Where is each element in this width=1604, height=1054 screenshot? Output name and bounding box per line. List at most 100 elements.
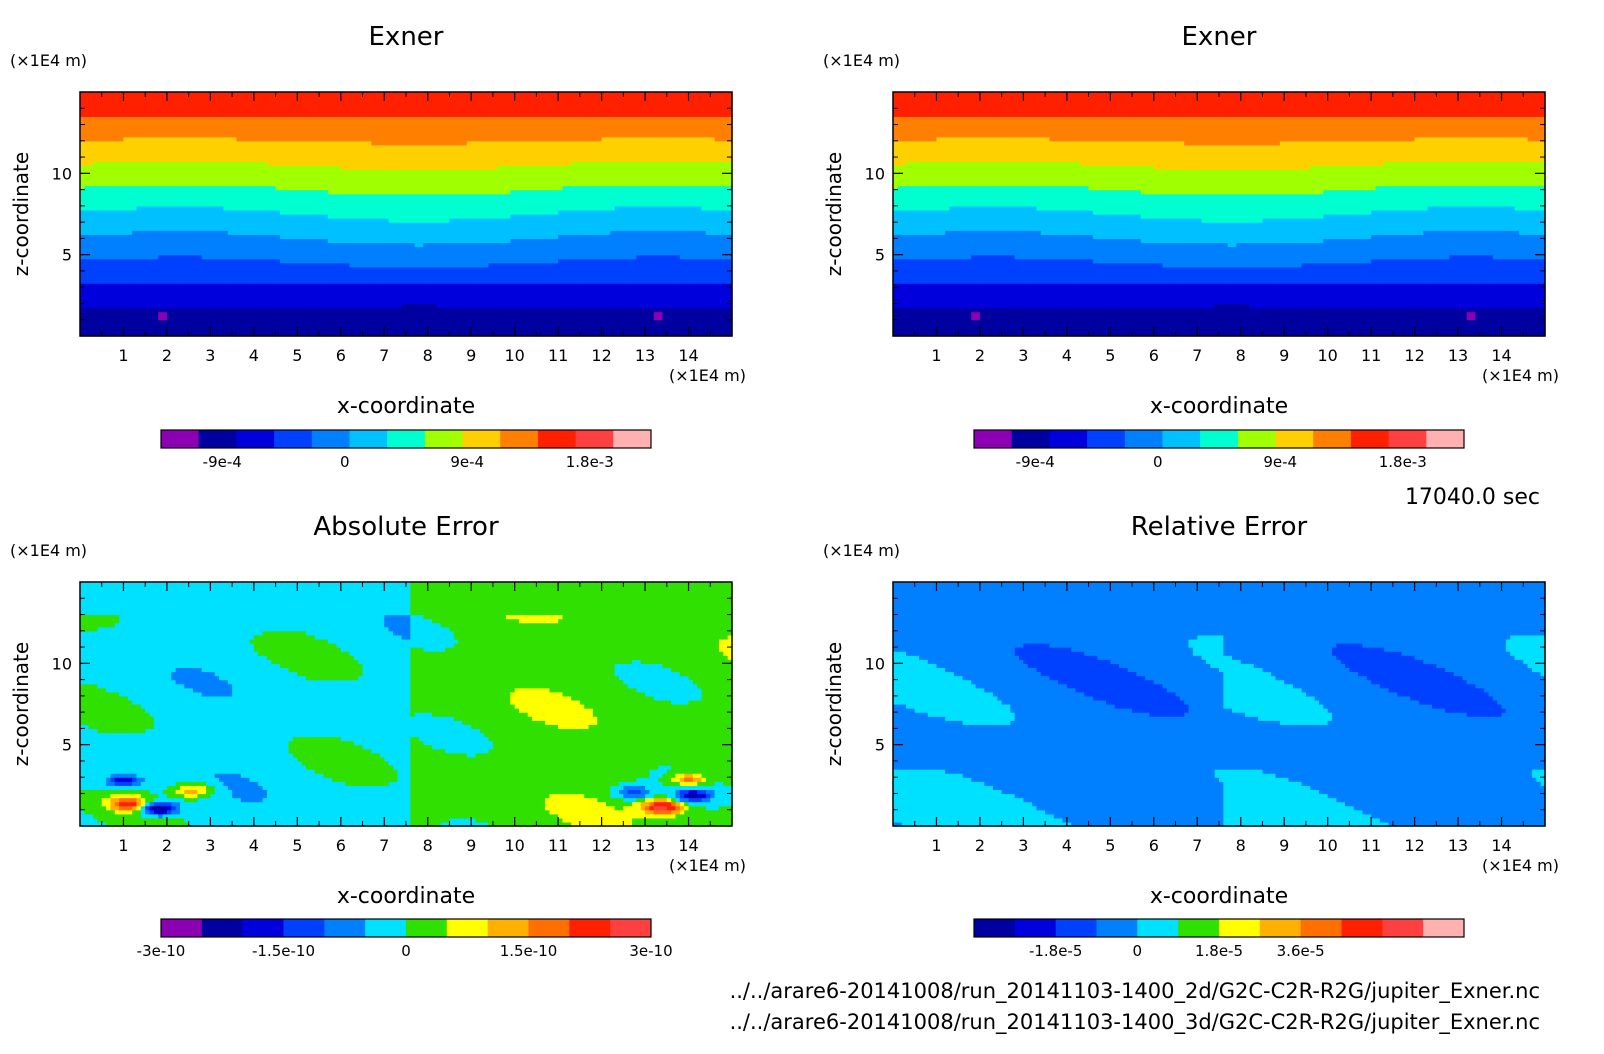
colorbar-segment [575,430,614,448]
x-tick-label: 9 [1279,346,1289,365]
x-tick-label: 1 [118,836,128,855]
x-tick-label: 3 [1018,346,1028,365]
x-tick-label: 8 [423,836,433,855]
colorbar-segment [1011,430,1050,448]
x-tick-label: 8 [1236,346,1246,365]
x-tick-label: 13 [1448,836,1468,855]
colorbar-segment [613,430,652,448]
colorbar-segment [537,430,577,448]
chart-title: Exner [1182,22,1257,52]
x-axis-label: x-coordinate [337,884,475,909]
x-tick-label: 8 [423,346,433,365]
colorbar-tick-label: 1.8e-5 [1195,942,1243,960]
y-axis-unit: (×1E4 m) [10,541,87,560]
colorbar-tick-label: -9e-4 [1016,453,1055,471]
colorbar-segment [1087,430,1126,448]
colorbar-segment [324,919,366,937]
y-axis-label: z-coordinate [9,642,33,766]
colorbar-frame [973,429,1465,449]
colorbar-segment [1219,919,1261,937]
x-tick-label: 10 [1317,836,1337,855]
x-tick-label: 2 [975,836,985,855]
colorbar-segment [1014,919,1057,937]
colorbar-segment [610,919,652,937]
colorbar-segment [500,430,539,448]
x-tick-label: 10 [504,836,524,855]
colorbar-segment [1259,919,1302,937]
x-tick-label: 6 [1149,836,1159,855]
contour-field-1 [80,92,733,337]
contour-field-3 [80,582,733,827]
x-tick-label: 4 [249,836,259,855]
x-tick-label: 13 [635,346,655,365]
colorbar-tick-label: -1.8e-5 [1029,942,1082,960]
x-tick-label: 8 [1236,836,1246,855]
colorbar-frame [973,918,1465,938]
colorbar-segment [1049,430,1088,448]
x-tick-label: 12 [1404,346,1424,365]
file-path-1: ../../arare6-20141008/run_20141103-1400_… [730,979,1540,1004]
x-tick-label: 13 [1448,346,1468,365]
colorbar-tick-label: 0 [401,942,411,960]
colorbar-segment [1137,919,1179,937]
x-tick-label: 13 [635,836,655,855]
colorbar-segment [569,919,611,937]
colorbar-segment [1200,430,1239,448]
x-tick-label: 10 [1317,346,1337,365]
colorbar-segment [487,919,529,937]
colorbar-segment [161,430,200,448]
y-axis-unit: (×1E4 m) [823,541,900,560]
colorbar-segment [1178,919,1220,937]
y-tick-label: 5 [875,246,885,265]
y-tick-label: 10 [865,164,885,183]
y-axis-unit: (×1E4 m) [823,51,900,70]
x-tick-label: 11 [1361,836,1381,855]
colorbar-segment [201,919,244,937]
x-tick-label: 5 [292,346,302,365]
colorbar-tick-label: 9e-4 [1263,453,1297,471]
colorbar-segment [236,430,275,448]
x-tick-label: 1 [931,836,941,855]
colorbar: -9e-4 0 9e-4 1.8e-3 [160,429,652,471]
colorbar-segment [349,430,388,448]
colorbar-segment [528,919,570,937]
y-axis-label: z-coordinate [822,642,846,766]
colorbar-segment [161,919,203,937]
x-tick-label: 3 [1018,836,1028,855]
colorbar-segment [387,430,426,448]
colorbar-segment [283,919,325,937]
colorbar-segment [446,919,489,937]
x-tick-label: 7 [1192,346,1202,365]
colorbar-segment [1382,919,1424,937]
contour-field-4 [893,582,1546,827]
x-tick-label: 3 [205,346,215,365]
x-tick-label: 3 [205,836,215,855]
colorbar-segment [1096,919,1138,937]
colorbar-segment [424,430,464,448]
x-tick-label: 5 [1105,836,1115,855]
x-tick-label: 4 [1062,836,1072,855]
colorbar-segment [1300,919,1342,937]
x-axis-label: x-coordinate [1150,394,1288,419]
x-tick-label: 14 [678,836,698,855]
x-tick-label: 12 [1404,836,1424,855]
x-tick-label: 6 [1149,346,1159,365]
x-tick-label: 2 [162,346,172,365]
colorbar-segment [1275,430,1314,448]
colorbar: -1.8e-5 0 1.8e-5 3.6e-5 [973,918,1465,960]
file-path-2: ../../arare6-20141008/run_20141103-1400_… [730,1010,1540,1035]
colorbar-frame [160,429,652,449]
colorbar-segment [365,919,407,937]
colorbar-tick-label: 3.6e-5 [1277,942,1325,960]
x-axis-label: x-coordinate [1150,884,1288,909]
colorbar-segment [974,919,1016,937]
x-tick-label: 11 [548,836,568,855]
x-tick-label: 4 [1062,346,1072,365]
colorbar-tick-label: 0 [1153,453,1163,471]
x-axis-unit: (×1E4 m) [1482,366,1559,385]
x-tick-label: 14 [1491,836,1511,855]
colorbar-frame [160,918,652,938]
colorbar-segment [1055,919,1097,937]
